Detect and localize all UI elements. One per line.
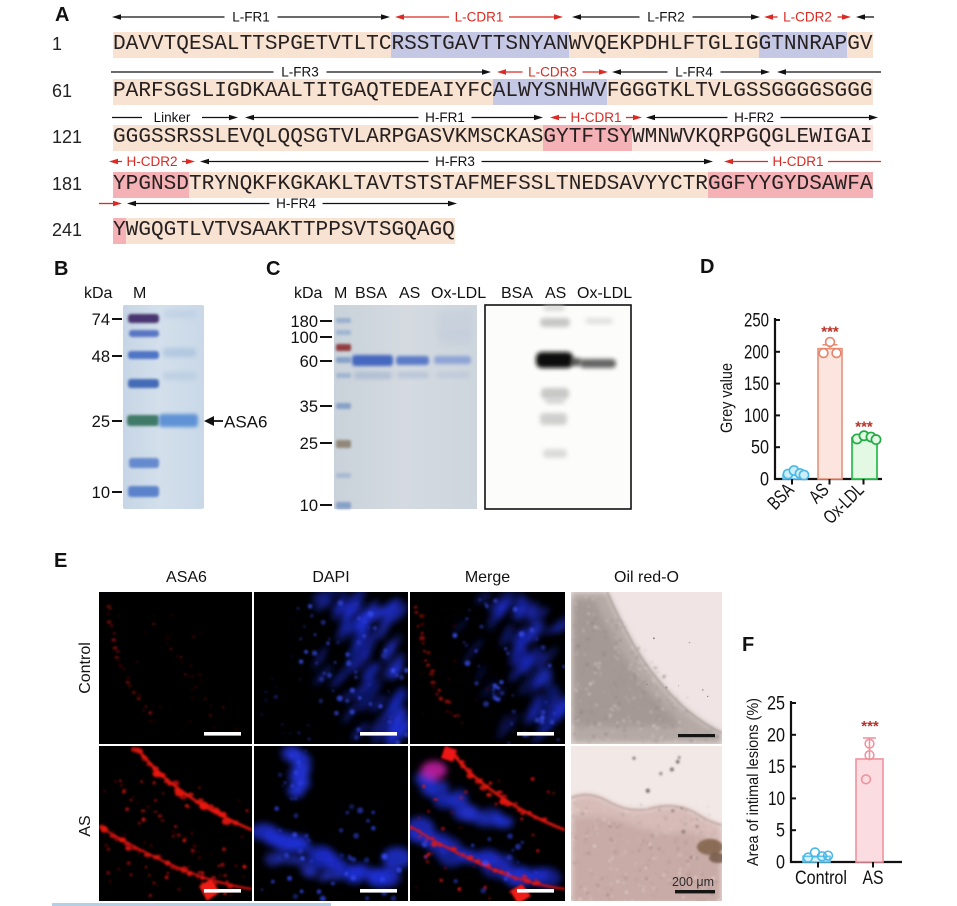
- svg-text:15: 15: [768, 756, 785, 778]
- svg-text:***: ***: [855, 418, 873, 435]
- svg-text:150: 150: [744, 373, 769, 395]
- svg-text:***: ***: [861, 718, 879, 735]
- svg-text:100: 100: [744, 405, 769, 427]
- svg-text:L-CDR3: L-CDR3: [528, 65, 577, 80]
- svg-text:20: 20: [767, 724, 785, 746]
- svg-text:L-FR4: L-FR4: [675, 65, 713, 80]
- svg-text:Control: Control: [795, 867, 847, 889]
- svg-text:BSA: BSA: [764, 480, 799, 515]
- svg-text:L-FR1: L-FR1: [232, 10, 270, 25]
- svg-text:L-FR2: L-FR2: [647, 10, 685, 25]
- svg-text:5: 5: [776, 820, 785, 842]
- svg-text:H-FR4: H-FR4: [276, 196, 316, 211]
- svg-text:48: 48: [92, 348, 110, 366]
- svg-text:200: 200: [744, 341, 769, 363]
- svg-text:ASA6: ASA6: [224, 413, 267, 432]
- svg-text:H-FR3: H-FR3: [435, 154, 475, 169]
- svg-text:H-CDR1: H-CDR1: [570, 110, 621, 125]
- svg-text:180: 180: [290, 313, 318, 331]
- svg-text:H-FR1: H-FR1: [425, 110, 465, 125]
- svg-text:H-CDR2: H-CDR2: [126, 154, 177, 169]
- svg-text:H-CDR1: H-CDR1: [772, 154, 823, 169]
- svg-text:25: 25: [767, 693, 785, 715]
- svg-text:60: 60: [300, 353, 318, 371]
- svg-text:Linker: Linker: [154, 110, 191, 125]
- svg-text:Ox-LDL: Ox-LDL: [820, 480, 869, 529]
- svg-text:250: 250: [744, 310, 769, 332]
- svg-text:Grey value: Grey value: [718, 363, 736, 433]
- svg-text:0: 0: [760, 469, 769, 491]
- svg-text:H-FR2: H-FR2: [734, 110, 774, 125]
- svg-text:25: 25: [300, 435, 318, 453]
- svg-text:100: 100: [290, 329, 318, 347]
- svg-text:10: 10: [300, 497, 318, 515]
- svg-text:L-FR3: L-FR3: [281, 65, 319, 80]
- svg-text:AS: AS: [863, 867, 884, 889]
- svg-text:50: 50: [751, 437, 769, 459]
- svg-text:L-CDR1: L-CDR1: [455, 10, 504, 25]
- svg-text:74: 74: [92, 311, 110, 329]
- svg-text:200 μm: 200 μm: [672, 875, 714, 889]
- svg-text:10: 10: [768, 788, 785, 810]
- svg-text:10: 10: [92, 484, 110, 502]
- svg-text:25: 25: [92, 413, 110, 431]
- svg-text:0: 0: [776, 852, 785, 874]
- svg-text:35: 35: [300, 398, 318, 416]
- svg-text:***: ***: [821, 324, 839, 341]
- svg-text:Area of intimal lesions (%): Area of intimal lesions (%): [745, 698, 762, 866]
- svg-text:L-CDR2: L-CDR2: [783, 10, 832, 25]
